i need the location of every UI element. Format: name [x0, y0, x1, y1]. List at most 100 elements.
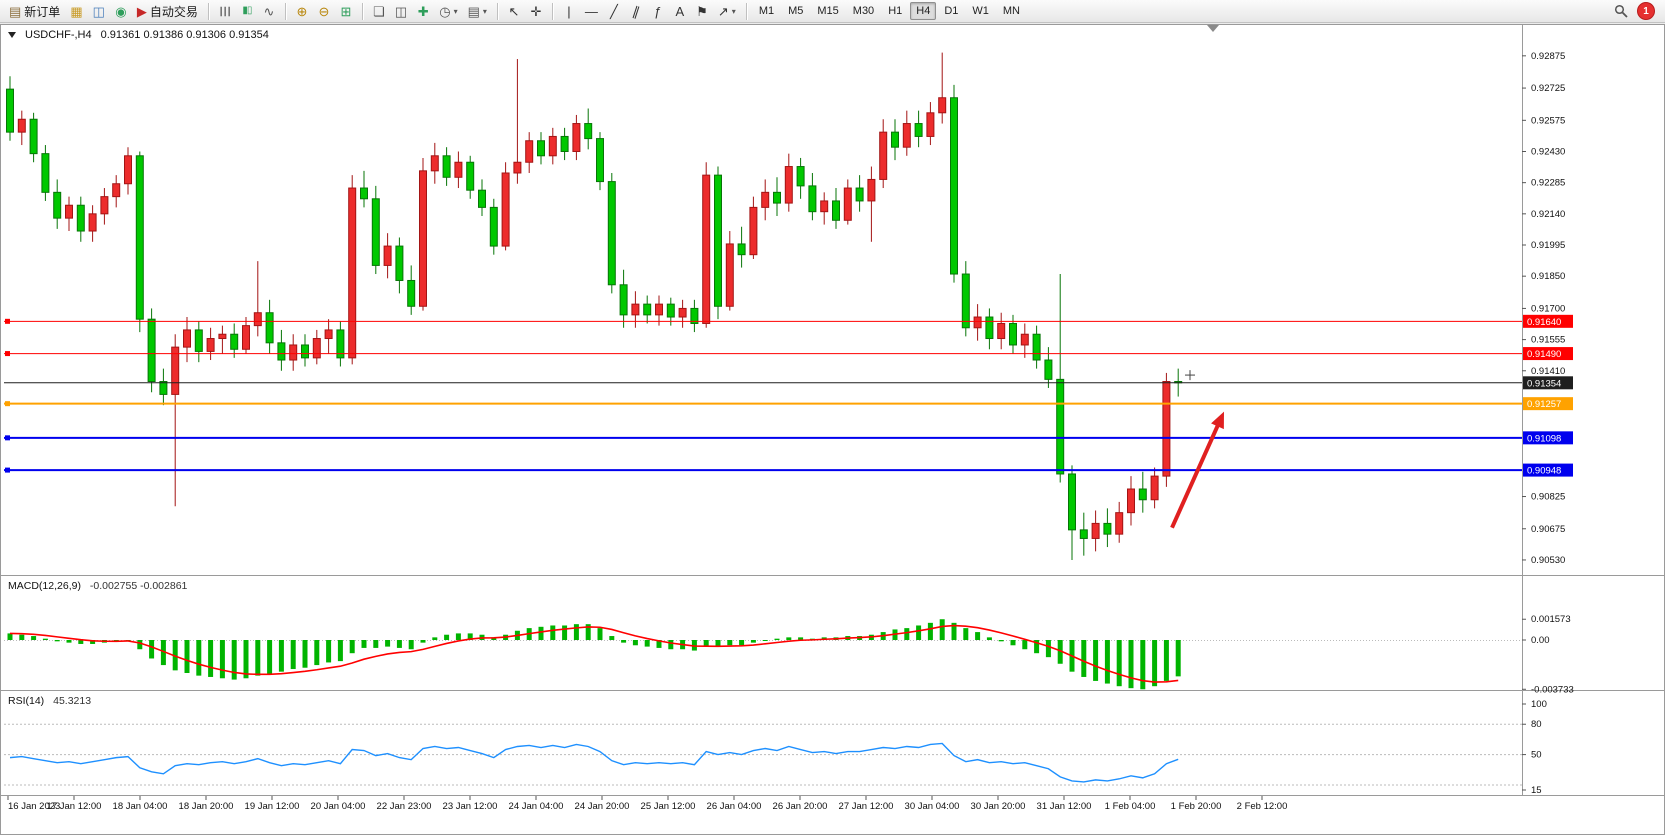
timeframe-d1-button[interactable]: D1 — [938, 2, 964, 20]
candle-body — [1150, 475, 1159, 501]
text-button[interactable]: A — [670, 1, 690, 21]
candle-body — [218, 333, 227, 340]
toolbar-separator — [361, 2, 363, 20]
search-button[interactable] — [1610, 1, 1632, 21]
timeframe-h1-button[interactable]: H1 — [882, 2, 908, 20]
candle-body — [430, 155, 439, 172]
trendline-button[interactable]: ╱ — [604, 1, 624, 21]
tile-windows-icon: ⊞ — [340, 3, 352, 19]
autotrading-button[interactable]: ▶ 自动交易 — [133, 1, 202, 21]
candle-body — [1127, 488, 1135, 514]
market-watch-button[interactable]: ◫ — [89, 1, 109, 21]
toolbar-buttons-group: ▤ 新订单 ▦ ◫ ◉ ▶ 自动交易 ☰ ▮▯ ∿ ⊕ ⊖ ⊞ ❏ ◫ ✚ ◷ ▾ ▤ ▾ ↖ ✛ | — ╱ ∥ ƒ A ⚑ ↗ ▾ — [4, 1, 752, 21]
candle-body — [548, 135, 557, 157]
navigator-button[interactable]: ◉ — [111, 1, 131, 21]
new-order-button-label: 新订单 — [24, 4, 61, 19]
candle-body — [289, 344, 298, 361]
main-toolbar: ▤ 新订单 ▦ ◫ ◉ ▶ 自动交易 ☰ ▮▯ ∿ ⊕ ⊖ ⊞ ❏ ◫ ✚ ◷ ▾ ▤ ▾ ↖ ✛ | — ╱ ∥ ƒ A ⚑ ↗ ▾ M1… — [0, 0, 1665, 23]
candle-body — [855, 187, 864, 202]
shapes-button[interactable]: ↗ ▾ — [714, 1, 740, 21]
current-price-badge — [1523, 376, 1573, 390]
price-axis-label: 0.91700 — [1531, 303, 1565, 314]
price-axis-label: 0.90675 — [1531, 524, 1565, 535]
candle-body — [147, 318, 156, 383]
candle-body — [973, 316, 982, 329]
candle-body — [395, 245, 404, 281]
time-axis-label: 22 Jan 23:00 — [377, 801, 432, 812]
vertical-line-button[interactable]: | — [559, 1, 579, 21]
line-anchor-handle[interactable] — [5, 401, 10, 407]
horizontal-line-button[interactable]: — — [581, 1, 602, 21]
candle-body — [348, 187, 357, 359]
chart-shift-marker-icon[interactable] — [1207, 25, 1219, 32]
navigator-icon: ◉ — [115, 3, 127, 19]
line-anchor-handle[interactable] — [5, 318, 10, 324]
label-button[interactable]: ⚑ — [692, 1, 712, 21]
resistance-level-badge-label: 0.91490 — [1527, 349, 1561, 360]
macd-signal-line — [9, 624, 1179, 683]
tile-windows-button[interactable]: ⊞ — [336, 1, 356, 21]
time-axis-label: 30 Jan 04:00 — [905, 801, 960, 812]
zoom-in-button[interactable]: ⊕ — [292, 1, 312, 21]
timeframe-m30-button[interactable]: M30 — [847, 2, 880, 20]
timeframe-m1-button[interactable]: M1 — [753, 2, 780, 20]
candle-body — [88, 213, 97, 232]
rsi-label-row: RSI(14) 45.3213 — [8, 695, 91, 707]
cursor-button[interactable]: ↖ — [504, 1, 524, 21]
candle-body — [784, 166, 793, 204]
templates-button[interactable]: ▤ ▾ — [464, 1, 491, 21]
cascade-windows-button[interactable]: ❏ — [369, 1, 389, 21]
line-anchor-handle[interactable] — [5, 467, 10, 473]
candle-body — [914, 123, 923, 137]
timeframe-m15-button[interactable]: M15 — [811, 2, 844, 20]
zoom-out-button[interactable]: ⊖ — [314, 1, 334, 21]
notification-badge[interactable]: 1 — [1637, 2, 1655, 20]
trendline-icon: ╱ — [609, 3, 618, 19]
price-axis-label: 0.92575 — [1531, 115, 1565, 126]
bar-chart-button[interactable]: ☰ — [215, 1, 235, 21]
price-axis[interactable]: 0.92875 0.92725 0.92575 0.92430 0.92285 0.921… — [1522, 51, 1565, 566]
arrow-annotation-head[interactable] — [1211, 411, 1224, 430]
candle-body — [194, 329, 203, 352]
arrange-windows-button[interactable]: ◫ — [391, 1, 411, 21]
charts-button[interactable]: ▦ — [66, 1, 86, 21]
candle-body — [336, 329, 345, 359]
periods-button[interactable]: ◷ ▾ — [435, 1, 461, 21]
time-axis-label: 23 Jan 12:00 — [443, 801, 498, 812]
timeframe-w1-button[interactable]: W1 — [966, 2, 995, 20]
timeframe-h4-button[interactable]: H4 — [910, 2, 937, 20]
timeframe-m5-button[interactable]: M5 — [782, 2, 809, 20]
resistance-level-badge — [1523, 347, 1573, 361]
crosshair-button[interactable]: ✛ — [526, 1, 546, 21]
line-anchor-handle[interactable] — [5, 351, 10, 357]
time-axis-label: 27 Jan 12:00 — [839, 801, 894, 812]
candle-body — [666, 303, 675, 318]
line-chart-icon: ∿ — [263, 3, 275, 19]
support-level-badge — [1523, 397, 1573, 411]
new-order-button[interactable]: ▤ 新订单 — [5, 1, 64, 21]
chart-menu-icon[interactable] — [8, 32, 16, 38]
channel-button[interactable]: ∥ — [626, 1, 646, 21]
timeframe-mn-button[interactable]: MN — [997, 2, 1026, 20]
chart-ohlc-values: 0.91361 0.91386 0.91306 0.91354 — [100, 29, 269, 41]
candle-chart-button[interactable]: ▮▯ — [237, 1, 257, 21]
line-chart-button[interactable]: ∿ — [259, 1, 279, 21]
line-anchor-handle[interactable] — [5, 435, 10, 441]
candle-body — [596, 138, 604, 183]
candle-body — [100, 196, 109, 215]
market-watch-icon: ◫ — [92, 3, 105, 19]
macd-indicator-name: MACD(12,26,9) — [8, 580, 81, 592]
candle-body — [926, 112, 935, 137]
indicators-button[interactable]: ✚ — [413, 1, 433, 21]
candle-body — [6, 88, 14, 133]
arrow-annotation-shaft[interactable] — [1170, 419, 1222, 529]
candle-body — [725, 243, 734, 307]
search-icon — [1614, 4, 1628, 18]
fibonacci-button[interactable]: ƒ — [648, 1, 668, 21]
candle-body — [938, 97, 947, 114]
toolbar-right-group: 1 — [1609, 1, 1661, 21]
time-axis-label: 24 Jan 04:00 — [509, 801, 564, 812]
price-axis-label: 0.91410 — [1531, 366, 1565, 377]
